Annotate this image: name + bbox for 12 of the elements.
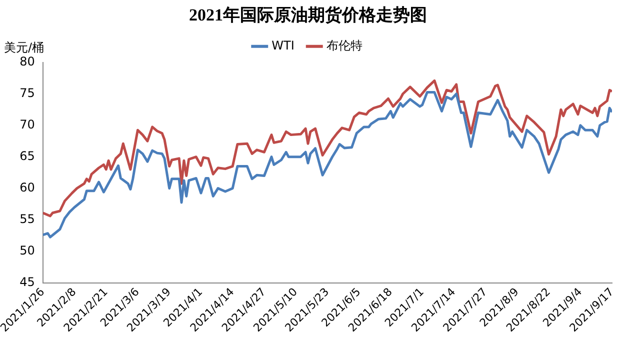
y-tick-label: 75 xyxy=(20,86,35,100)
y-tick-label: 55 xyxy=(20,212,35,226)
y-tick-label: 60 xyxy=(20,180,35,194)
chart-title: 2021年国际原油期货价格走势图 xyxy=(189,6,427,25)
y-axis-title: 美元/桶 xyxy=(4,40,44,55)
y-tick-label: 70 xyxy=(20,117,35,132)
legend-label: WTI xyxy=(272,38,294,53)
legend-label: 布伦特 xyxy=(326,38,362,53)
y-tick-label: 65 xyxy=(20,148,35,163)
y-tick-label: 50 xyxy=(20,243,35,258)
y-tick-label: 80 xyxy=(20,54,35,69)
y-tick-label: 45 xyxy=(20,274,35,289)
